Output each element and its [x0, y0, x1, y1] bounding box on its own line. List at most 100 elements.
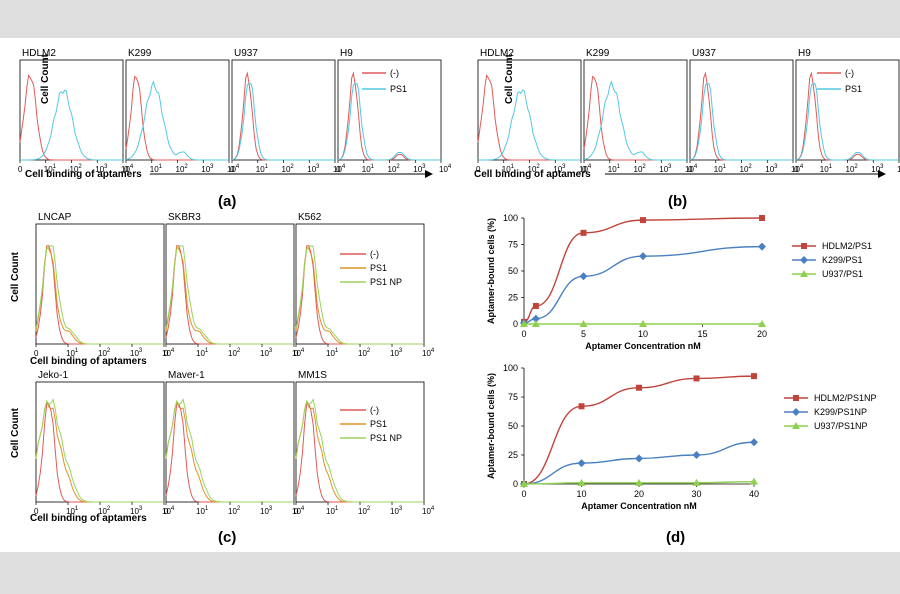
- x-tick-label: 101: [608, 164, 621, 174]
- series-line: [523, 441, 755, 485]
- series-line: [523, 217, 763, 323]
- x-tick-label: 40: [749, 489, 759, 499]
- tick-exponent: 4: [431, 348, 435, 354]
- x-tick-label: 0: [164, 507, 169, 516]
- tick-exponent: 1: [371, 164, 375, 170]
- tick-exponent: 1: [265, 164, 269, 170]
- tick-exponent: 3: [139, 348, 143, 354]
- x-tick-label: 104: [162, 506, 175, 516]
- tick-exponent: 4: [448, 164, 452, 170]
- series-hdlm2-ps1: [521, 215, 765, 325]
- tick-exponent: 1: [53, 164, 57, 170]
- panel-b-label: (b): [668, 193, 687, 210]
- x-tick-label: 104: [121, 164, 134, 174]
- legend-label: PS1 NP: [370, 277, 402, 287]
- histogram-curve-control: [19, 74, 123, 161]
- legend-label: (-): [370, 249, 379, 259]
- x-tick-label: 102: [282, 164, 295, 174]
- cell-line-title: U937: [234, 48, 258, 59]
- data-point: [639, 252, 647, 261]
- legend-label: U937/PS1NP: [814, 421, 868, 431]
- x-tick-label: 0: [794, 165, 799, 174]
- histogram-curve-ps1: [583, 80, 687, 161]
- y-tick-label: 25: [508, 450, 518, 460]
- x-tick-label: 0: [294, 349, 299, 358]
- data-point: [577, 478, 586, 486]
- x-tick-label: 103: [260, 348, 273, 358]
- legend-marker: [793, 395, 799, 401]
- histogram-curve-ps1: [337, 82, 441, 161]
- x-tick-label: 104: [292, 506, 305, 516]
- x-tick-label: 103: [871, 164, 884, 174]
- plot-frame: [165, 381, 295, 503]
- x-axis-title: Aptamer Concentration nM: [585, 341, 701, 351]
- histogram-curve-control: [125, 75, 229, 161]
- data-point: [640, 217, 646, 224]
- tick-exponent: 1: [75, 348, 79, 354]
- legend-marker: [800, 270, 808, 277]
- x-tick-label: 0: [124, 165, 129, 174]
- data-point: [579, 272, 588, 281]
- tick-exponent: 1: [617, 164, 621, 170]
- cell-line-title: Maver-1: [168, 370, 205, 381]
- x-tick-label: 103: [130, 348, 143, 358]
- legend-item: HDLM2/PS1: [792, 241, 872, 251]
- data-point: [750, 438, 758, 447]
- legend-label: HDLM2/PS1: [822, 241, 872, 251]
- x-tick-label: 101: [66, 506, 79, 516]
- tick-exponent: 4: [588, 164, 592, 170]
- x-tick-label: 102: [70, 164, 83, 174]
- series-k299-ps1: [520, 242, 766, 327]
- data-point: [531, 314, 540, 323]
- legend-label: (-): [845, 68, 854, 78]
- series-u937-ps1np: [520, 477, 758, 487]
- x-tick-label: 0: [688, 165, 693, 174]
- tick-exponent: 3: [139, 506, 143, 512]
- x-tick-label: 101: [196, 506, 209, 516]
- legend-item: U937/PS1: [792, 269, 863, 279]
- legend-label: (-): [370, 405, 379, 415]
- data-point: [758, 242, 766, 251]
- x-tick-label: 10: [576, 489, 586, 499]
- x-tick-label: 102: [358, 348, 371, 358]
- pc-hist-4: Maver-10 101 102 103 104: [164, 370, 305, 516]
- cell-line-title: Jeko-1: [38, 370, 68, 381]
- x-tick-label: 104: [897, 164, 900, 174]
- tick-exponent: 2: [78, 164, 82, 170]
- data-point: [693, 375, 700, 382]
- tick-exponent: 3: [399, 348, 403, 354]
- plot-frame: [295, 381, 425, 503]
- x-tick-label: 20: [634, 489, 644, 499]
- tick-exponent: 4: [301, 506, 305, 512]
- cell-line-title: HDLM2: [22, 48, 56, 59]
- tick-exponent: 1: [723, 164, 727, 170]
- panel-c-legend-2: (-) PS1 PS1 NP: [340, 405, 402, 443]
- x-tick-label: 104: [422, 506, 435, 516]
- legend-label: PS1: [370, 263, 387, 273]
- legend-label: PS1: [370, 419, 387, 429]
- y-tick-label: 25: [508, 293, 518, 303]
- tick-exponent: 3: [880, 164, 884, 170]
- panel-c-label: (c): [218, 529, 236, 546]
- x-tick-label: 102: [176, 164, 189, 174]
- legend-label: PS1 NP: [370, 433, 402, 443]
- pb-frames-hist-3: H9 0 101 102 103 104: [794, 48, 900, 174]
- tick-exponent: 1: [205, 348, 209, 354]
- x-tick-label: 104: [579, 164, 592, 174]
- x-tick-label: 104: [292, 348, 305, 358]
- data-point: [758, 320, 766, 327]
- panel-d-label: (d): [666, 529, 685, 546]
- cell-line-title: K299: [586, 48, 610, 59]
- legend-marker: [800, 256, 808, 264]
- tick-exponent: 3: [668, 164, 672, 170]
- series-line: [523, 375, 755, 485]
- x-tick-label: 103: [553, 164, 566, 174]
- x-tick-label: 0: [18, 165, 23, 174]
- data-point: [579, 320, 588, 327]
- panel-a-ylabel: Cell Count: [40, 53, 51, 104]
- x-tick-label: 0: [521, 329, 526, 339]
- tick-exponent: 4: [130, 164, 134, 170]
